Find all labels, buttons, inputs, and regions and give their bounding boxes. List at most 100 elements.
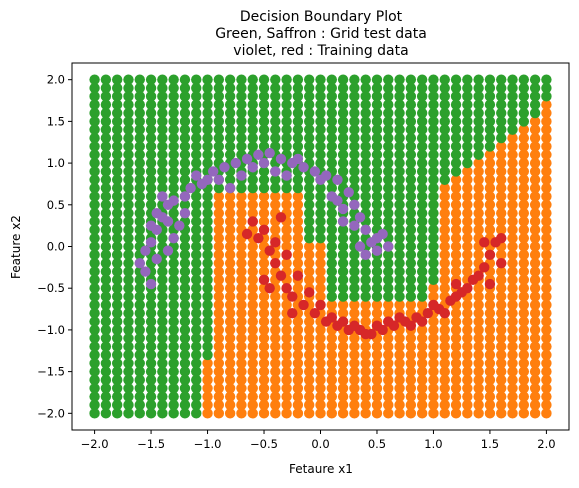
grid-point-green — [191, 74, 202, 85]
grid-point-green — [179, 257, 191, 269]
grid-point-green — [462, 99, 473, 110]
grid-point-green — [258, 82, 270, 94]
grid-point-orange — [416, 408, 428, 419]
training-point-violet — [151, 253, 162, 265]
grid-point-green — [473, 149, 484, 160]
grid-point-green — [507, 82, 518, 94]
grid-point-green — [394, 149, 405, 160]
grid-point-green — [371, 199, 383, 210]
grid-point-green — [349, 283, 360, 294]
grid-point-orange — [462, 182, 473, 194]
grid-point-green — [111, 149, 123, 160]
grid-point-green — [123, 366, 134, 377]
grid-point-orange — [360, 399, 371, 411]
grid-point-orange — [484, 182, 496, 194]
grid-point-green — [349, 157, 360, 169]
grid-point-orange — [439, 266, 450, 277]
grid-point-green — [428, 207, 439, 219]
grid-point-green — [191, 116, 202, 127]
grid-point-green — [191, 316, 202, 327]
training-point-red — [484, 249, 496, 261]
grid-point-green — [383, 107, 394, 119]
grid-point-orange — [371, 299, 383, 311]
grid-point-green — [224, 124, 236, 135]
grid-point-green — [428, 182, 439, 194]
grid-point-green — [89, 266, 100, 277]
grid-point-green — [100, 324, 112, 336]
grid-point-green — [157, 341, 168, 352]
grid-point-green — [281, 116, 292, 127]
grid-point-orange — [315, 291, 326, 302]
grid-point-green — [111, 257, 123, 269]
grid-point-green — [326, 91, 337, 102]
grid-point-green — [145, 308, 157, 319]
grid-point-green — [134, 99, 145, 110]
grid-point-orange — [315, 391, 326, 402]
grid-point-orange — [224, 374, 236, 386]
grid-point-green — [89, 141, 100, 152]
grid-point-green — [247, 82, 258, 94]
grid-point-orange — [507, 141, 518, 152]
grid-point-green — [157, 74, 168, 85]
grid-point-green — [541, 91, 552, 102]
grid-point-orange — [315, 283, 326, 294]
grid-point-orange — [450, 249, 462, 261]
grid-point-orange — [439, 366, 450, 377]
training-point-red — [309, 308, 321, 319]
grid-point-green — [439, 82, 450, 94]
grid-point-green — [371, 174, 383, 185]
grid-point-green — [292, 74, 304, 85]
grid-point-orange — [484, 157, 496, 169]
grid-point-green — [416, 82, 428, 94]
grid-point-green — [360, 141, 371, 152]
grid-point-green — [134, 199, 145, 210]
grid-point-green — [507, 91, 518, 102]
grid-point-green — [100, 266, 112, 277]
grid-point-green — [337, 257, 349, 269]
grid-point-orange — [484, 174, 496, 185]
grid-point-orange — [213, 391, 225, 402]
grid-point-orange — [292, 374, 304, 386]
grid-point-green — [428, 232, 439, 244]
grid-point-green — [473, 116, 484, 127]
grid-point-orange — [224, 207, 236, 219]
grid-point-green — [326, 107, 337, 119]
grid-point-green — [405, 149, 417, 160]
grid-point-orange — [349, 341, 360, 352]
grid-point-green — [111, 299, 123, 311]
grid-point-orange — [383, 341, 394, 352]
training-point-violet — [354, 212, 366, 223]
grid-point-orange — [541, 207, 552, 219]
grid-point-green — [428, 116, 439, 127]
grid-point-orange — [529, 149, 541, 160]
grid-point-green — [168, 358, 179, 369]
y-tick-label: −1.5 — [37, 365, 65, 379]
grid-point-green — [349, 257, 360, 269]
grid-point-green — [394, 141, 405, 152]
x-tick-label: 1.5 — [481, 437, 499, 451]
grid-point-green — [111, 408, 123, 419]
grid-point-green — [349, 266, 360, 277]
grid-point-green — [394, 91, 405, 102]
grid-point-green — [202, 232, 213, 244]
grid-point-green — [360, 291, 371, 302]
grid-point-orange — [518, 249, 530, 261]
grid-point-orange — [416, 374, 428, 386]
grid-point-green — [179, 199, 191, 210]
grid-point-green — [304, 116, 315, 127]
grid-point-orange — [292, 224, 304, 236]
grid-point-orange — [541, 291, 552, 302]
grid-point-orange — [473, 324, 484, 336]
grid-point-orange — [213, 224, 225, 236]
grid-point-orange — [292, 283, 304, 294]
grid-point-green — [326, 149, 337, 160]
grid-point-green — [337, 166, 349, 177]
grid-point-orange — [496, 383, 507, 394]
grid-point-green — [145, 174, 157, 185]
grid-point-green — [168, 174, 179, 185]
grid-point-green — [191, 333, 202, 344]
grid-point-green — [134, 358, 145, 369]
training-point-red — [428, 299, 439, 311]
grid-point-orange — [224, 199, 236, 210]
grid-point-orange — [507, 174, 518, 185]
